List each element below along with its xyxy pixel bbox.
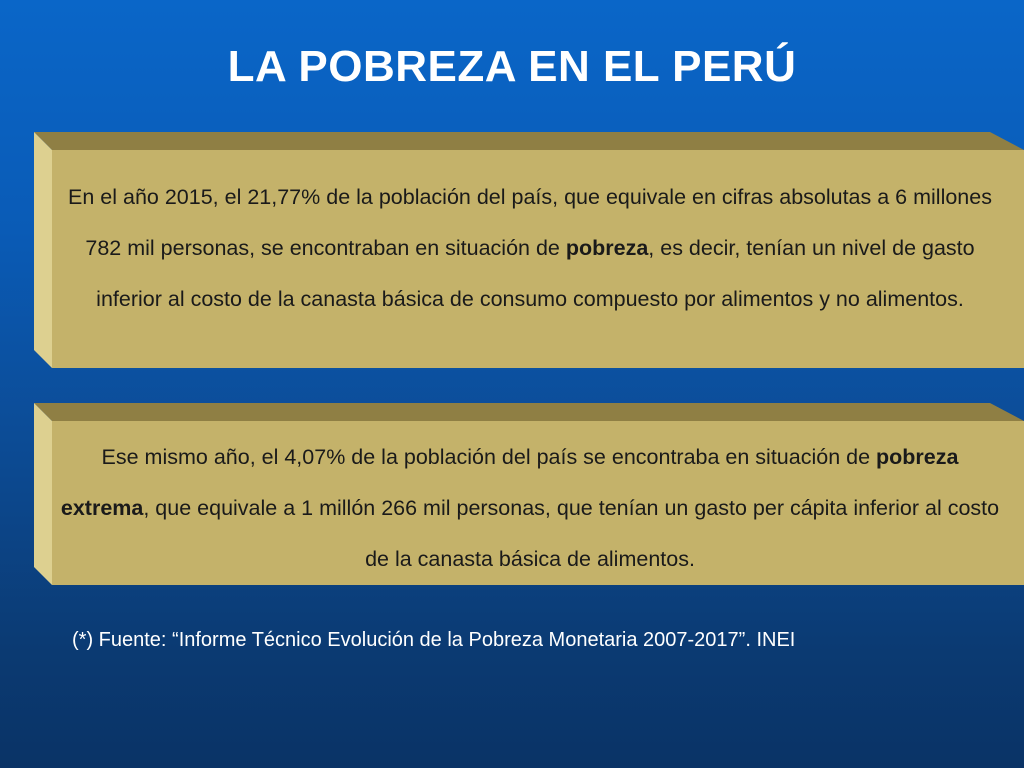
poverty-info-box: En el año 2015, el 21,77% de la població… bbox=[34, 132, 1024, 368]
slide-title: LA POBREZA EN EL PERÚ bbox=[227, 42, 797, 91]
extreme-poverty-paragraph: Ese mismo año, el 4,07% de la población … bbox=[60, 445, 1000, 571]
beveled-panel-shape bbox=[34, 403, 1024, 585]
source-footnote: (*) Fuente: “Informe Técnico Evolución d… bbox=[72, 629, 796, 651]
poverty-term: pobreza bbox=[565, 236, 649, 260]
extreme-poverty-term: pobreza extrema bbox=[60, 445, 959, 520]
poverty-paragraph: En el año 2015, el 21,77% de la població… bbox=[68, 185, 992, 311]
beveled-panel-shape bbox=[34, 132, 1024, 368]
extreme-poverty-info-box: Ese mismo año, el 4,07% de la población … bbox=[34, 403, 1024, 585]
